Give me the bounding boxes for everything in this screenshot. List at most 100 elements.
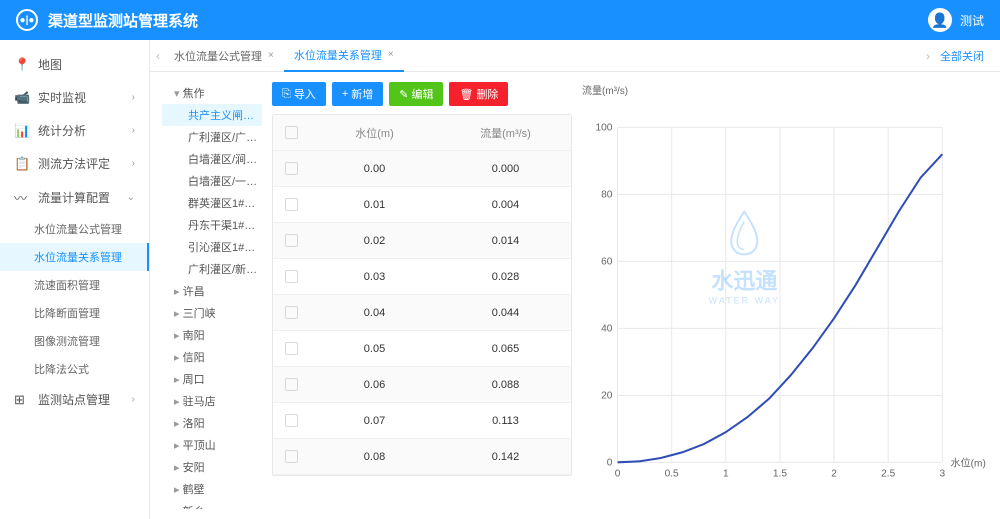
checkbox[interactable] xyxy=(285,450,298,463)
tree-node[interactable]: 洛阳 xyxy=(162,412,262,434)
cell: 0.06 xyxy=(309,379,440,391)
tree-node[interactable]: 驻马店 xyxy=(162,390,262,412)
sidebar-label: 地图 xyxy=(38,56,62,73)
tree-node[interactable]: 南阳 xyxy=(162,324,262,346)
close-all-button[interactable]: 全部关闭 xyxy=(940,48,984,64)
svg-text:60: 60 xyxy=(601,256,613,267)
svg-text:1.5: 1.5 xyxy=(773,469,787,480)
tree-node[interactable]: 信阳 xyxy=(162,346,262,368)
cell: 0.01 xyxy=(309,199,440,211)
sidebar-label: 测流方法评定 xyxy=(38,155,110,172)
cell: 0.07 xyxy=(309,415,440,427)
tabs-next-icon[interactable]: › xyxy=(926,49,930,63)
checkbox[interactable] xyxy=(285,306,298,319)
sidebar-label: 实时监视 xyxy=(38,89,86,106)
sidebar-subitem[interactable]: 比降法公式 xyxy=(0,355,149,383)
tree-node[interactable]: 丹东干渠1#取水口 xyxy=(162,214,262,236)
tree-node[interactable]: 共产主义闸1#取... xyxy=(162,104,262,126)
tree-node[interactable]: 群英灌区1#取水口 xyxy=(162,192,262,214)
add-icon: + xyxy=(342,88,348,100)
sidebar-subitem[interactable]: 水位流量公式管理 xyxy=(0,215,149,243)
chevron-right-icon: › xyxy=(132,125,135,136)
tree-node[interactable]: 平顶山 xyxy=(162,434,262,456)
checkbox[interactable] xyxy=(285,234,298,247)
sidebar-item[interactable]: ⊞监测站点管理› xyxy=(0,383,149,416)
cell: 0.03 xyxy=(309,271,440,283)
tree-node[interactable]: 白墙灌区/一干渠... xyxy=(162,170,262,192)
cell: 0.028 xyxy=(440,271,571,283)
sidebar-subitem[interactable]: 水位流量关系管理 xyxy=(0,243,149,271)
chart-ylabel: 流量(m³/s) xyxy=(582,82,988,97)
data-table: 水位(m)流量(m³/s)0.000.0000.010.0040.020.014… xyxy=(272,114,572,476)
table-row: 0.000.000 xyxy=(273,151,571,187)
sidebar-item[interactable]: 〰流量计算配置⌄ xyxy=(0,180,149,215)
tree-node[interactable]: 广利灌区/广利总... xyxy=(162,126,262,148)
checkbox[interactable] xyxy=(285,126,298,139)
tree-node[interactable]: 广利灌区/新利堰 xyxy=(162,258,262,280)
sidebar-item[interactable]: 📋测流方法评定› xyxy=(0,147,149,180)
avatar-icon: 👤 xyxy=(928,8,952,32)
checkbox[interactable] xyxy=(285,378,298,391)
cell: 0.065 xyxy=(440,343,571,355)
toolbar: ⎘导入 +新增 ✎编辑 🗑删除 xyxy=(272,82,572,106)
sidebar-icon: 📋 xyxy=(14,156,30,172)
svg-text:20: 20 xyxy=(601,390,613,401)
tree-node[interactable]: 白墙灌区/涧洞闸... xyxy=(162,148,262,170)
svg-text:0: 0 xyxy=(607,457,613,468)
delete-button[interactable]: 🗑删除 xyxy=(449,82,508,106)
table-row: 0.040.044 xyxy=(273,295,571,331)
table-row: 0.080.142 xyxy=(273,439,571,475)
tree-node[interactable]: 鹤壁 xyxy=(162,478,262,500)
cell: 0.02 xyxy=(309,235,440,247)
cell: 0.00 xyxy=(309,163,440,175)
tree-node[interactable]: 三门峡 xyxy=(162,302,262,324)
sidebar-icon: ⊞ xyxy=(14,392,30,408)
header-user[interactable]: 👤 测试 xyxy=(928,8,984,32)
sidebar-subitem[interactable]: 比降断面管理 xyxy=(0,299,149,327)
delete-icon: 🗑 xyxy=(459,88,473,101)
tree-node[interactable]: 引沁灌区1#取水口 xyxy=(162,236,262,258)
cell: 0.044 xyxy=(440,307,571,319)
sidebar-icon: 📹 xyxy=(14,90,30,106)
chart: 02040608010000.511.522.53水位(m) xyxy=(582,101,988,509)
add-button[interactable]: +新增 xyxy=(332,82,383,106)
checkbox[interactable] xyxy=(285,198,298,211)
tree-node[interactable]: 周口 xyxy=(162,368,262,390)
sidebar-item[interactable]: 📹 实时监视 › xyxy=(0,81,149,114)
edit-icon: ✎ xyxy=(399,88,408,101)
sidebar-subitem[interactable]: 流速面积管理 xyxy=(0,271,149,299)
cell: 0.004 xyxy=(440,199,571,211)
import-button[interactable]: ⎘导入 xyxy=(272,82,326,106)
tree-node[interactable]: 焦作 xyxy=(162,82,262,104)
tabs-prev-icon[interactable]: ‹ xyxy=(156,49,160,63)
checkbox[interactable] xyxy=(285,162,298,175)
tree-node[interactable]: 许昌 xyxy=(162,280,262,302)
user-name: 测试 xyxy=(960,12,984,29)
svg-text:2.5: 2.5 xyxy=(881,469,895,480)
svg-text:40: 40 xyxy=(601,323,613,334)
sidebar-item[interactable]: 📍地图 xyxy=(0,48,149,81)
close-icon[interactable]: × xyxy=(388,49,394,60)
tab[interactable]: 水位流量关系管理 × xyxy=(284,40,404,72)
sidebar-icon: 📊 xyxy=(14,123,30,139)
sidebar-subitem[interactable]: 图像测流管理 xyxy=(0,327,149,355)
header: ●|● 渠道型监测站管理系统 👤 测试 xyxy=(0,0,1000,40)
table-panel: ⎘导入 +新增 ✎编辑 🗑删除 水位(m)流量(m³/s)0.000.0000.… xyxy=(272,82,572,509)
checkbox[interactable] xyxy=(285,342,298,355)
close-icon[interactable]: × xyxy=(268,50,274,61)
sidebar-label: 流量计算配置 xyxy=(38,189,110,206)
tree-node[interactable]: 安阳 xyxy=(162,456,262,478)
chevron-right-icon: › xyxy=(132,92,135,103)
tab[interactable]: 水位流量公式管理 × xyxy=(164,40,284,72)
table-row: 0.050.065 xyxy=(273,331,571,367)
sidebar-item[interactable]: 📊统计分析› xyxy=(0,114,149,147)
cell: 0.05 xyxy=(309,343,440,355)
system-title: 渠道型监测站管理系统 xyxy=(48,10,198,31)
tab-label: 水位流量公式管理 xyxy=(174,48,262,64)
tree-node[interactable]: 新乡 xyxy=(162,500,262,509)
checkbox[interactable] xyxy=(285,414,298,427)
tabs-bar: ‹ 水位流量公式管理 × 水位流量关系管理 × › 全部关闭 xyxy=(150,40,1000,72)
tab-label: 水位流量关系管理 xyxy=(294,47,382,63)
checkbox[interactable] xyxy=(285,270,298,283)
edit-button[interactable]: ✎编辑 xyxy=(389,82,443,106)
